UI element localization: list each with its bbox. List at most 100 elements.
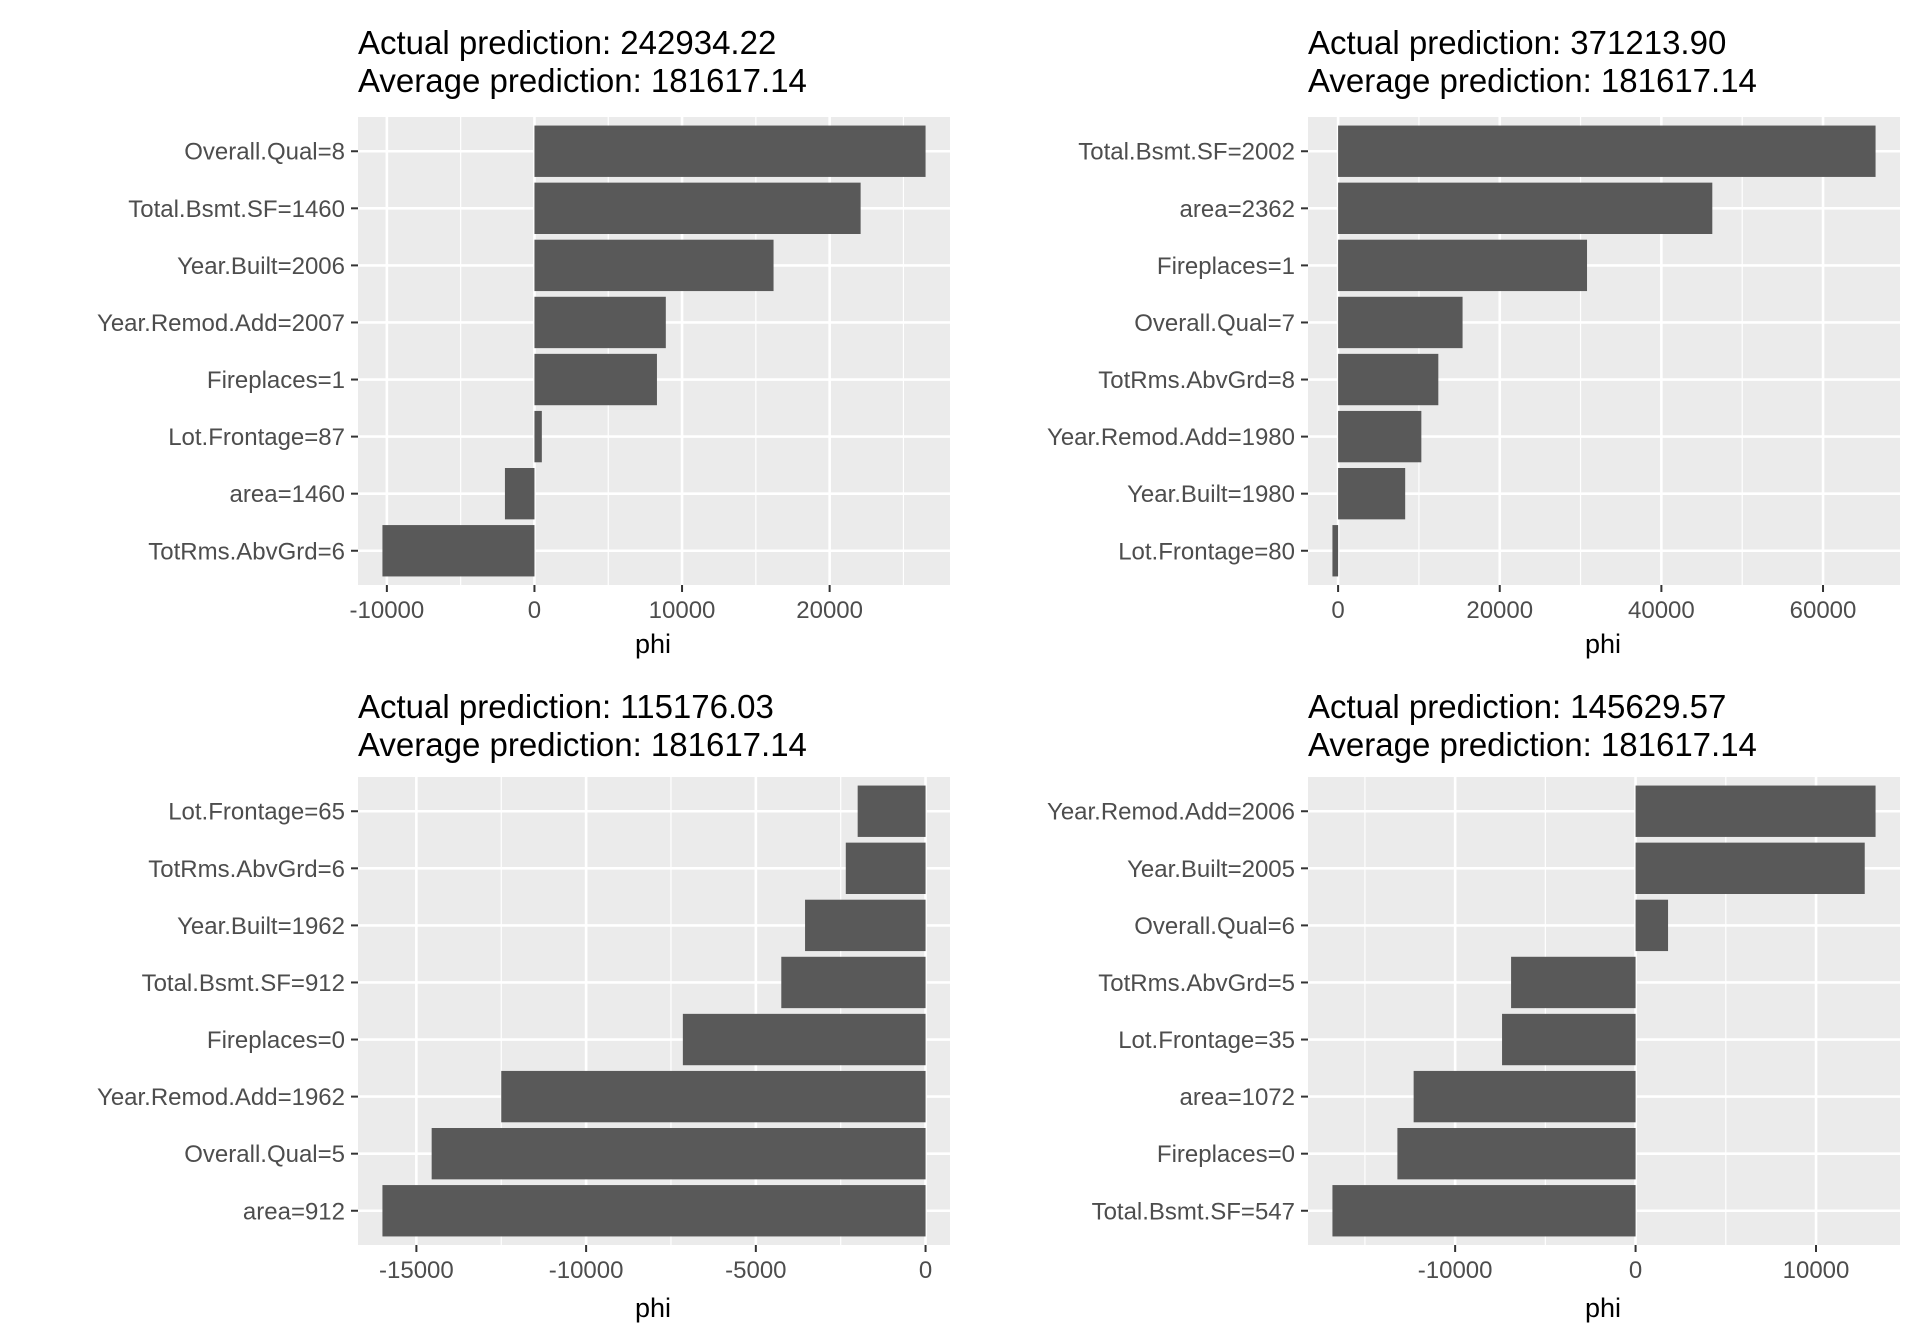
y-tick-label: Total.Bsmt.SF=912	[142, 970, 345, 997]
bar	[1511, 956, 1636, 1009]
chart-svg-4: Actual prediction: 145629.57 Average pre…	[1047, 688, 1900, 1323]
y-tick-label: TotRms.AbvGrd=5	[1098, 970, 1295, 997]
y-tick-label: Fireplaces=1	[207, 367, 345, 394]
chart-title: Actual prediction: 145629.57	[1308, 688, 1726, 725]
bar	[857, 785, 926, 837]
y-tick-label: area=1460	[230, 481, 345, 508]
x-tick-label: 20000	[796, 597, 863, 624]
chart-panel-1: Actual prediction: 242934.22 Average pre…	[0, 0, 960, 672]
x-axis-title: phi	[635, 1293, 671, 1323]
bar	[1338, 468, 1406, 520]
x-tick-label: 0	[1629, 1257, 1642, 1284]
bar	[682, 1013, 926, 1066]
y-tick-label: Year.Remod.Add=1962	[97, 1084, 345, 1111]
x-tick-label: 0	[528, 597, 541, 624]
x-axis-title: phi	[1585, 629, 1621, 659]
y-tick-label: Total.Bsmt.SF=1460	[128, 196, 345, 223]
chart-subtitle: Average prediction: 181617.14	[1308, 726, 1757, 763]
bar	[1338, 125, 1876, 177]
bar	[1338, 182, 1713, 234]
x-tick-label: 60000	[1790, 597, 1857, 624]
x-tick-label: -10000	[350, 597, 425, 624]
chart-svg-3: Actual prediction: 115176.03 Average pre…	[97, 688, 950, 1323]
y-tick-label: Year.Built=1980	[1127, 481, 1295, 508]
y-tick-label: Lot.Frontage=35	[1118, 1027, 1295, 1054]
bar	[1635, 899, 1669, 952]
bar	[1397, 1128, 1636, 1180]
x-tick-label: 20000	[1466, 597, 1533, 624]
y-tick-label: Total.Bsmt.SF=2002	[1078, 139, 1295, 166]
y-tick-label: TotRms.AbvGrd=6	[148, 538, 345, 565]
x-tick-label: -15000	[379, 1257, 454, 1284]
bar	[1413, 1070, 1636, 1123]
y-tick-label: Fireplaces=0	[207, 1027, 345, 1054]
bar	[1635, 842, 1865, 894]
chart-svg-1: Actual prediction: 242934.22 Average pre…	[97, 24, 950, 659]
bar	[504, 468, 535, 520]
x-axis-title: phi	[1585, 1293, 1621, 1323]
y-tick-label: Overall.Qual=8	[184, 139, 345, 166]
y-tick-label: Year.Remod.Add=2006	[1047, 799, 1295, 826]
chart-title: Actual prediction: 371213.90	[1308, 24, 1726, 61]
bar	[845, 842, 926, 894]
y-tick-label: Fireplaces=1	[1157, 253, 1295, 280]
plot-area: Overall.Qual=8 Total.Bsmt.SF=1460 Year.Bui…	[97, 117, 950, 624]
chart-panel-2: Actual prediction: 371213.90 Average pre…	[960, 0, 1920, 672]
bar	[1338, 353, 1439, 406]
y-tick-label: area=2362	[1180, 196, 1295, 223]
x-tick-label: 0	[919, 1257, 932, 1284]
plot-area: Total.Bsmt.SF=2002 area=2362 Fireplaces=1 O…	[1047, 117, 1900, 624]
x-axis-title: phi	[635, 629, 671, 659]
bar	[382, 525, 535, 577]
y-tick-label: Lot.Frontage=65	[168, 799, 345, 826]
bar	[1502, 1013, 1636, 1066]
plot-area: Lot.Frontage=65 TotRms.AbvGrd=6 Year.Built…	[97, 777, 950, 1284]
chart-panel-3: Actual prediction: 115176.03 Average pre…	[0, 672, 960, 1344]
x-tick-label: 10000	[649, 597, 716, 624]
x-tick-label: -10000	[549, 1257, 624, 1284]
x-tick-label: 10000	[1783, 1257, 1850, 1284]
chart-panel-4: Actual prediction: 145629.57 Average pre…	[960, 672, 1920, 1344]
y-tick-label: area=912	[243, 1198, 345, 1225]
x-tick-label: 0	[1331, 597, 1344, 624]
chart-subtitle: Average prediction: 181617.14	[1308, 62, 1757, 99]
bar	[534, 296, 666, 349]
y-tick-label: Year.Built=1962	[177, 913, 345, 940]
y-tick-label: TotRms.AbvGrd=8	[1098, 367, 1295, 394]
bar	[534, 125, 926, 177]
chart-title: Actual prediction: 115176.03	[358, 688, 774, 725]
x-tick-label: -10000	[1418, 1257, 1493, 1284]
y-tick-label: Lot.Frontage=80	[1118, 538, 1295, 565]
y-tick-label: Overall.Qual=6	[1134, 913, 1295, 940]
bar	[1332, 1185, 1636, 1237]
x-tick-label: 40000	[1628, 597, 1695, 624]
bar	[534, 182, 861, 234]
y-tick-label: Year.Remod.Add=2007	[97, 310, 345, 337]
bar	[382, 1185, 926, 1237]
x-tick-label: -5000	[725, 1257, 786, 1284]
bar	[501, 1070, 926, 1123]
bar	[1338, 296, 1463, 349]
y-tick-label: Overall.Qual=7	[1134, 310, 1295, 337]
y-tick-label: Year.Remod.Add=1980	[1047, 424, 1295, 451]
bar	[534, 239, 774, 292]
bar	[534, 410, 542, 463]
bar	[1332, 525, 1339, 577]
bar	[1635, 785, 1876, 837]
chart-title: Actual prediction: 242934.22	[358, 24, 776, 61]
bar	[534, 353, 657, 406]
bar	[1338, 410, 1422, 463]
bar	[805, 899, 926, 952]
y-tick-label: area=1072	[1180, 1084, 1295, 1111]
y-tick-label: Year.Built=2006	[177, 253, 345, 280]
bar	[431, 1128, 926, 1180]
y-tick-label: Year.Built=2005	[1127, 856, 1295, 883]
y-tick-label: Overall.Qual=5	[184, 1141, 345, 1168]
y-tick-label: TotRms.AbvGrd=6	[148, 856, 345, 883]
bar	[781, 956, 926, 1009]
chart-subtitle: Average prediction: 181617.14	[358, 726, 807, 763]
chart-subtitle: Average prediction: 181617.14	[358, 62, 807, 99]
chart-svg-2: Actual prediction: 371213.90 Average pre…	[1047, 24, 1900, 659]
y-tick-label: Fireplaces=0	[1157, 1141, 1295, 1168]
